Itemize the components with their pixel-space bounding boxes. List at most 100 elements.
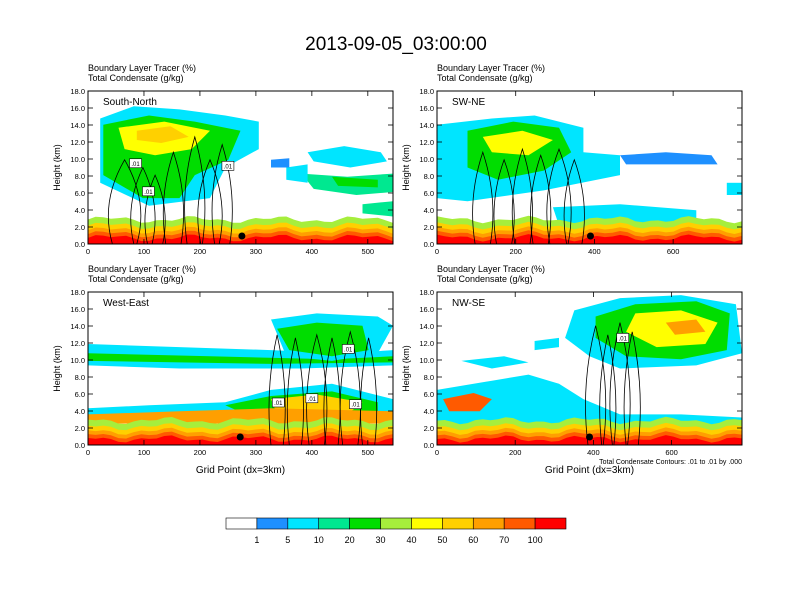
condensate-contour	[530, 154, 552, 244]
y-tick-label: 18.0	[70, 288, 85, 297]
y-tick-label: 12.0	[419, 339, 434, 348]
tracer-region	[286, 164, 308, 183]
x-tick-label: 300	[250, 247, 263, 256]
x-tick-label: 500	[362, 448, 375, 457]
y-tick-label: 16.0	[419, 104, 434, 113]
y-tick-label: 6.0	[75, 390, 85, 399]
panel-title-tracer: Boundary Layer Tracer (%)	[88, 264, 196, 274]
y-tick-label: 2.0	[75, 424, 85, 433]
condensate-contour	[493, 158, 515, 244]
x-tick-label: 0	[86, 448, 90, 457]
panel-name: West-East	[103, 298, 149, 309]
plot-frame	[436, 291, 743, 446]
panel-title-tracer: Boundary Layer Tracer (%)	[437, 264, 545, 274]
tracer-region	[307, 146, 387, 168]
location-marker	[236, 433, 244, 441]
colorbar-swatch	[534, 517, 567, 530]
panel-west-east: 0.0 2.0 4.0 6.0 8.0 10.0 12.0 14.0 16.0 18.0 0 100 2…	[52, 264, 394, 476]
contour-label-box	[142, 186, 155, 197]
tracer-region	[332, 176, 378, 188]
contour-label: .01	[308, 397, 317, 403]
x-axis-label: Grid Point (dx=3km)	[545, 465, 634, 476]
condensate-contour	[286, 337, 304, 445]
contour-label: .01	[224, 164, 233, 170]
colorbar-label: 20	[345, 535, 355, 545]
contour-label-box	[129, 158, 142, 169]
x-tick-label: 200	[509, 448, 522, 457]
tracer-field	[437, 295, 742, 445]
x-tick-label: 0	[435, 247, 439, 256]
tracer-region	[443, 393, 492, 412]
plot-frame	[87, 90, 394, 245]
tracer-region	[534, 337, 559, 351]
y-tick-label: 14.0	[70, 322, 85, 331]
y-tick-label: 18.0	[419, 87, 434, 96]
tracer-field	[88, 106, 393, 244]
y-tick-label: 18.0	[70, 87, 85, 96]
contour-label-box	[221, 161, 235, 171]
tracer-region	[482, 130, 553, 156]
colorbar-label: 70	[499, 535, 509, 545]
panel-title-condensate: Total Condensate (g/kg)	[88, 73, 184, 83]
x-tick-label: 600	[665, 448, 678, 457]
y-tick-label: 4.0	[424, 206, 434, 215]
y-tick-label: 6.0	[424, 390, 434, 399]
colorbar-label: 1	[254, 535, 259, 545]
condensate-contour	[184, 135, 206, 244]
panel-title-condensate: Total Condensate (g/kg)	[437, 274, 533, 284]
panel-nw-se: 0.0 2.0 4.0 6.0 8.0 10.0 12.0 14.0 16.0 18.0 0 200 4…	[401, 264, 743, 476]
contour-label: .01	[619, 336, 628, 342]
y-tick-label: 0.0	[75, 441, 85, 450]
colorbar: 1 5 10 20 30 40 50 60 70 100	[225, 517, 567, 545]
y-tick-label: 0.0	[75, 240, 85, 249]
panel-title-condensate: Total Condensate (g/kg)	[88, 274, 184, 284]
contour-label: .01	[274, 401, 283, 407]
colorbar-label: 30	[376, 535, 386, 545]
contour-label: .01	[351, 403, 360, 409]
x-tick-label: 600	[667, 247, 680, 256]
condensate-contour	[609, 322, 631, 445]
condensate-contour	[211, 143, 233, 244]
y-tick-label: 0.0	[424, 441, 434, 450]
condensate-contour	[144, 174, 166, 244]
x-tick-label: 200	[194, 247, 207, 256]
y-tick-label: 6.0	[424, 189, 434, 198]
y-tick-label: 14.0	[419, 322, 434, 331]
panel-sw-ne: 0.0 2.0 4.0 6.0 8.0 10.0 12.0 14.0 16.0 18.0 0 200 4…	[401, 63, 743, 256]
y-tick-label: 10.0	[419, 155, 434, 164]
panel-south-north: 0.0 2.0 4.0 6.0 8.0 10.0 12.0 14.0 16.0 18.0 0 100 2…	[52, 63, 394, 256]
y-tick-label: 0.0	[424, 240, 434, 249]
y-tick-label: 2.0	[424, 424, 434, 433]
y-tick-label: 4.0	[75, 206, 85, 215]
y-tick-label: 8.0	[424, 172, 434, 181]
tracer-region	[271, 158, 290, 168]
condensate-contour	[360, 337, 378, 445]
x-tick-label: 100	[138, 247, 151, 256]
condensate-contour	[268, 334, 286, 445]
y-axis-label: Height (km)	[401, 345, 411, 392]
colorbar-label: 10	[314, 535, 324, 545]
y-tick-label: 16.0	[70, 104, 85, 113]
colorbar-swatch	[225, 517, 258, 530]
colorbar-swatch	[411, 517, 443, 530]
colorbar-label: 100	[528, 535, 543, 545]
y-tick-label: 4.0	[424, 407, 434, 416]
colorbar-swatch	[472, 517, 505, 530]
y-tick-label: 8.0	[75, 373, 85, 382]
tracer-region	[461, 356, 529, 369]
location-marker	[586, 433, 593, 441]
colorbar-swatch	[503, 517, 536, 530]
panel-title-tracer: Boundary Layer Tracer (%)	[88, 63, 196, 73]
colorbar-label: 5	[285, 535, 290, 545]
condensate-contour	[511, 147, 533, 244]
tracer-region	[136, 126, 189, 143]
x-tick-label: 100	[138, 448, 151, 457]
plot-frame	[436, 90, 743, 245]
tracer-region	[88, 353, 393, 364]
y-axis-label: Height (km)	[52, 144, 62, 191]
panel-name: NW-SE	[452, 298, 485, 309]
contour-label: .01	[144, 190, 153, 196]
condensate-contour	[306, 333, 328, 445]
colorbar-swatch	[380, 517, 412, 530]
